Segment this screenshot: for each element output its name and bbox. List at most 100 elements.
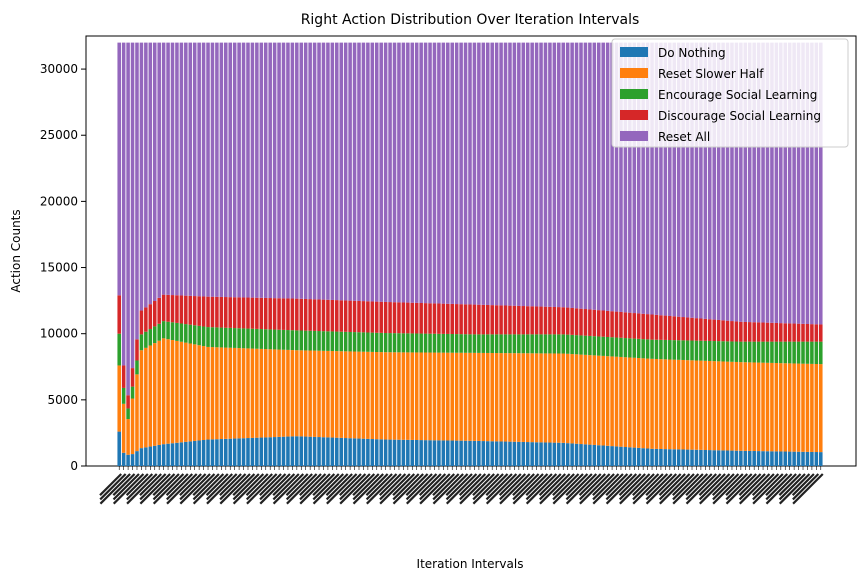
- bar-segment: [645, 314, 650, 340]
- bar-segment: [814, 364, 819, 453]
- y-tick-label: 20000: [40, 194, 78, 208]
- bar-segment: [215, 347, 219, 440]
- bar-segment: [645, 42, 650, 315]
- bar-segment: [148, 329, 153, 346]
- bar-segment: [352, 351, 357, 439]
- x-tick-label-mark: [419, 473, 447, 501]
- bar-segment: [805, 42, 810, 325]
- bar-segment: [490, 353, 494, 442]
- bar-segment: [423, 42, 428, 304]
- bar-segment: [747, 362, 752, 451]
- bar-segment: [383, 333, 388, 353]
- bar-segment: [681, 359, 685, 450]
- bar-segment: [534, 42, 539, 307]
- bar-segment: [299, 42, 304, 299]
- bar-segment: [166, 339, 170, 444]
- bar-segment: [650, 339, 654, 359]
- x-tick-label-mark: [659, 473, 691, 505]
- bar-segment: [517, 42, 521, 306]
- bar-segment: [721, 450, 725, 466]
- bar-segment: [685, 317, 690, 341]
- bar-segment: [783, 451, 788, 466]
- bar-segment: [596, 310, 601, 337]
- bar-segment: [716, 450, 721, 466]
- bar-segment: [117, 365, 121, 432]
- bar-segment: [263, 297, 268, 330]
- bar-segment: [654, 42, 659, 315]
- bar-segment: [699, 449, 703, 466]
- bar-segment: [135, 42, 139, 340]
- bar-segment: [157, 42, 161, 298]
- bar-segment: [152, 326, 157, 344]
- x-tick-label-mark: [539, 473, 571, 505]
- bar-segment: [650, 358, 654, 449]
- bar-segment: [224, 347, 228, 439]
- x-tick-label-mark: [485, 473, 509, 496]
- bar-segment: [499, 353, 503, 442]
- bar-segment: [676, 449, 681, 466]
- x-tick-label-mark: [778, 473, 806, 501]
- bar-segment: [596, 355, 601, 446]
- bar-segment: [694, 318, 699, 341]
- bar-segment: [388, 333, 392, 353]
- x-tick-label-mark: [525, 473, 558, 505]
- bar-segment: [432, 42, 437, 304]
- bar-segment: [557, 42, 561, 308]
- bar-segment: [339, 42, 344, 301]
- bar-segment: [401, 439, 406, 466]
- bar-segment: [454, 42, 459, 305]
- bar-segment: [814, 452, 819, 466]
- bar-segment: [357, 438, 361, 466]
- bar-segment: [237, 438, 241, 466]
- bar-segment: [197, 440, 201, 466]
- bar-segment: [290, 330, 295, 351]
- bar-segment: [308, 330, 312, 351]
- bar-segment: [366, 332, 370, 352]
- bar-segment: [383, 439, 388, 466]
- legend-label: Discourage Social Learning: [658, 109, 821, 123]
- bar-segment: [268, 42, 272, 299]
- bar-segment: [197, 296, 201, 326]
- bar-segment: [210, 42, 215, 297]
- bar-segment: [179, 341, 184, 443]
- bar-segment: [281, 42, 286, 299]
- bar-segment: [170, 443, 175, 466]
- bar-segment: [374, 301, 379, 333]
- bar-segment: [654, 314, 659, 340]
- bar-segment: [144, 42, 148, 308]
- bar-segment: [699, 360, 703, 450]
- bar-segment: [494, 42, 499, 306]
- bar-segment: [263, 437, 268, 466]
- bar-segment: [184, 324, 188, 343]
- bar-segment: [374, 332, 379, 353]
- x-tick-label-mark: [259, 473, 287, 501]
- bar-segment: [428, 352, 432, 441]
- bar-segment: [197, 325, 201, 346]
- bar-segment: [557, 307, 561, 335]
- x-tick-label-mark: [565, 473, 589, 496]
- x-tick-label-mark: [365, 473, 389, 496]
- bar-segment: [246, 438, 250, 466]
- bar-segment: [259, 437, 264, 466]
- x-tick-label-mark: [498, 473, 522, 496]
- x-tick-label-mark: [485, 473, 513, 501]
- bar-segment: [339, 437, 344, 466]
- bar-segment: [268, 349, 272, 438]
- bar-segment: [339, 351, 344, 438]
- bar-segment: [432, 440, 437, 466]
- bar-segment: [761, 42, 765, 323]
- x-tick-label-mark: [312, 473, 340, 501]
- bar-segment: [184, 42, 188, 296]
- bar-segment: [348, 438, 352, 466]
- bar-segment: [446, 440, 450, 466]
- bar-segment: [450, 352, 455, 441]
- bar-segment: [530, 353, 534, 443]
- bar-segment: [290, 436, 295, 466]
- bar-segment: [672, 42, 677, 317]
- x-tick-label-mark: [139, 473, 162, 496]
- bar-segment: [525, 42, 530, 307]
- bar-segment: [499, 42, 503, 306]
- bar-segment: [468, 334, 472, 353]
- bar-segment: [121, 387, 126, 404]
- bar-segment: [770, 362, 774, 452]
